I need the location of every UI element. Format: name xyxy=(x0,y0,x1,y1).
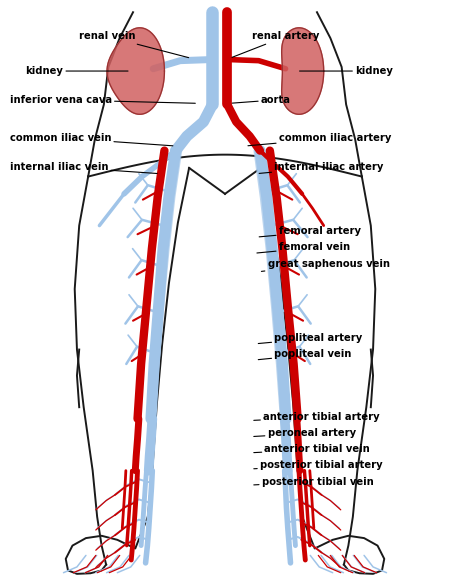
Text: kidney: kidney xyxy=(300,66,393,76)
Text: inferior vena cava: inferior vena cava xyxy=(9,95,195,105)
Text: femoral vein: femoral vein xyxy=(257,243,350,253)
Text: anterior tibial vein: anterior tibial vein xyxy=(254,444,370,454)
Text: popliteal artery: popliteal artery xyxy=(258,333,363,343)
Text: common iliac artery: common iliac artery xyxy=(248,133,391,146)
Polygon shape xyxy=(107,28,164,114)
Text: renal vein: renal vein xyxy=(79,31,189,58)
Text: kidney: kidney xyxy=(25,66,128,76)
Text: posterior tibial artery: posterior tibial artery xyxy=(254,461,382,470)
Text: anterior tibial artery: anterior tibial artery xyxy=(254,412,380,422)
Text: popliteal vein: popliteal vein xyxy=(258,349,352,360)
Text: femoral artery: femoral artery xyxy=(259,227,361,237)
Text: renal artery: renal artery xyxy=(232,31,320,57)
Polygon shape xyxy=(282,28,324,114)
Text: internal iliac artery: internal iliac artery xyxy=(259,162,384,173)
Text: great saphenous vein: great saphenous vein xyxy=(261,258,390,272)
Text: internal iliac vein: internal iliac vein xyxy=(9,162,157,173)
Text: aorta: aorta xyxy=(232,95,291,105)
Text: peroneal artery: peroneal artery xyxy=(254,428,356,438)
Text: common iliac vein: common iliac vein xyxy=(9,133,173,146)
Text: posterior tibial vein: posterior tibial vein xyxy=(254,477,374,487)
